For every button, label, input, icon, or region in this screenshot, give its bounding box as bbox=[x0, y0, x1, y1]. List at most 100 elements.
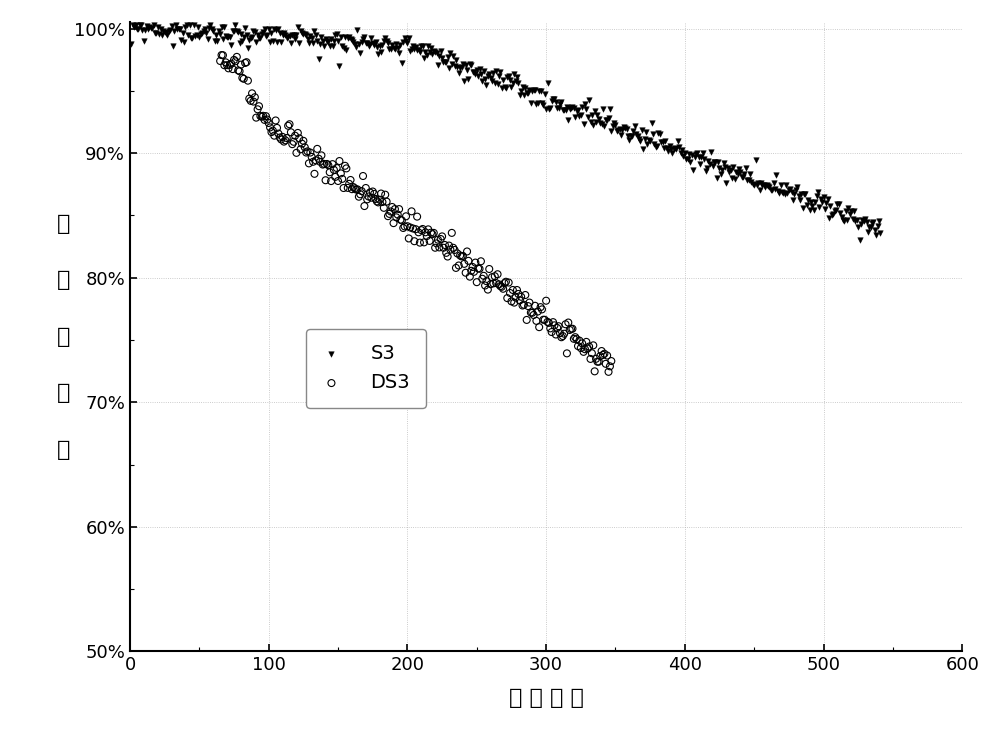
S3 bbox=[616, 121, 632, 133]
DS3 bbox=[297, 141, 313, 153]
S3 bbox=[544, 95, 560, 107]
S3 bbox=[340, 32, 356, 44]
DS3 bbox=[263, 126, 279, 138]
S3 bbox=[750, 177, 766, 189]
S3 bbox=[621, 135, 637, 147]
DS3 bbox=[247, 91, 263, 103]
DS3 bbox=[521, 297, 537, 308]
S3 bbox=[290, 20, 306, 32]
DS3 bbox=[569, 333, 585, 345]
S3 bbox=[250, 29, 266, 41]
S3 bbox=[720, 162, 736, 174]
S3 bbox=[435, 56, 451, 68]
S3 bbox=[667, 142, 683, 154]
DS3 bbox=[413, 225, 429, 236]
S3 bbox=[449, 61, 465, 72]
S3 bbox=[133, 19, 149, 31]
S3 bbox=[412, 46, 428, 58]
S3 bbox=[330, 36, 346, 47]
S3 bbox=[569, 106, 585, 117]
S3 bbox=[517, 82, 533, 93]
S3 bbox=[134, 24, 150, 36]
S3 bbox=[383, 43, 399, 55]
S3 bbox=[255, 26, 271, 37]
S3 bbox=[193, 28, 209, 40]
DS3 bbox=[363, 192, 379, 203]
S3 bbox=[638, 127, 654, 139]
S3 bbox=[311, 52, 327, 64]
DS3 bbox=[588, 353, 604, 364]
DS3 bbox=[558, 319, 574, 330]
S3 bbox=[576, 118, 592, 130]
DS3 bbox=[380, 211, 396, 222]
S3 bbox=[741, 174, 757, 186]
DS3 bbox=[386, 217, 402, 229]
S3 bbox=[588, 117, 604, 128]
S3 bbox=[503, 82, 519, 93]
S3 bbox=[807, 197, 823, 208]
S3 bbox=[637, 133, 653, 144]
S3 bbox=[538, 104, 554, 115]
S3 bbox=[817, 203, 833, 214]
S3 bbox=[596, 120, 612, 132]
S3 bbox=[818, 198, 834, 209]
S3 bbox=[440, 51, 456, 63]
S3 bbox=[437, 56, 453, 68]
DS3 bbox=[252, 110, 268, 122]
DS3 bbox=[589, 356, 605, 367]
DS3 bbox=[329, 162, 345, 174]
DS3 bbox=[266, 130, 282, 141]
S3 bbox=[756, 179, 772, 190]
S3 bbox=[158, 27, 174, 39]
S3 bbox=[768, 169, 784, 181]
S3 bbox=[824, 210, 840, 222]
S3 bbox=[534, 97, 550, 109]
DS3 bbox=[250, 104, 266, 115]
S3 bbox=[387, 43, 403, 55]
S3 bbox=[541, 103, 557, 114]
S3 bbox=[204, 23, 220, 35]
S3 bbox=[189, 29, 205, 41]
S3 bbox=[806, 204, 822, 216]
DS3 bbox=[481, 263, 497, 275]
DS3 bbox=[516, 299, 532, 311]
S3 bbox=[451, 67, 467, 79]
S3 bbox=[297, 28, 313, 39]
S3 bbox=[374, 39, 390, 50]
S3 bbox=[175, 27, 191, 39]
DS3 bbox=[320, 160, 336, 171]
S3 bbox=[456, 75, 472, 87]
Text: 持: 持 bbox=[57, 383, 70, 403]
DS3 bbox=[509, 284, 525, 296]
S3 bbox=[523, 97, 539, 109]
S3 bbox=[222, 31, 238, 43]
S3 bbox=[713, 168, 729, 180]
DS3 bbox=[460, 255, 476, 267]
DS3 bbox=[454, 251, 470, 262]
S3 bbox=[526, 84, 542, 95]
DS3 bbox=[248, 112, 264, 123]
DS3 bbox=[322, 166, 338, 178]
DS3 bbox=[467, 257, 483, 268]
S3 bbox=[501, 70, 517, 82]
S3 bbox=[447, 61, 463, 72]
S3 bbox=[535, 99, 551, 111]
DS3 bbox=[316, 158, 332, 170]
S3 bbox=[444, 58, 460, 69]
S3 bbox=[470, 70, 486, 82]
DS3 bbox=[331, 155, 347, 167]
S3 bbox=[198, 28, 214, 39]
DS3 bbox=[304, 151, 320, 163]
DS3 bbox=[517, 289, 533, 301]
S3 bbox=[601, 112, 617, 124]
S3 bbox=[664, 147, 680, 159]
S3 bbox=[294, 28, 310, 39]
S3 bbox=[563, 103, 579, 114]
S3 bbox=[405, 40, 421, 52]
S3 bbox=[625, 125, 641, 137]
S3 bbox=[872, 227, 888, 239]
DS3 bbox=[587, 365, 603, 377]
S3 bbox=[528, 98, 544, 109]
S3 bbox=[369, 41, 385, 52]
S3 bbox=[530, 97, 546, 109]
